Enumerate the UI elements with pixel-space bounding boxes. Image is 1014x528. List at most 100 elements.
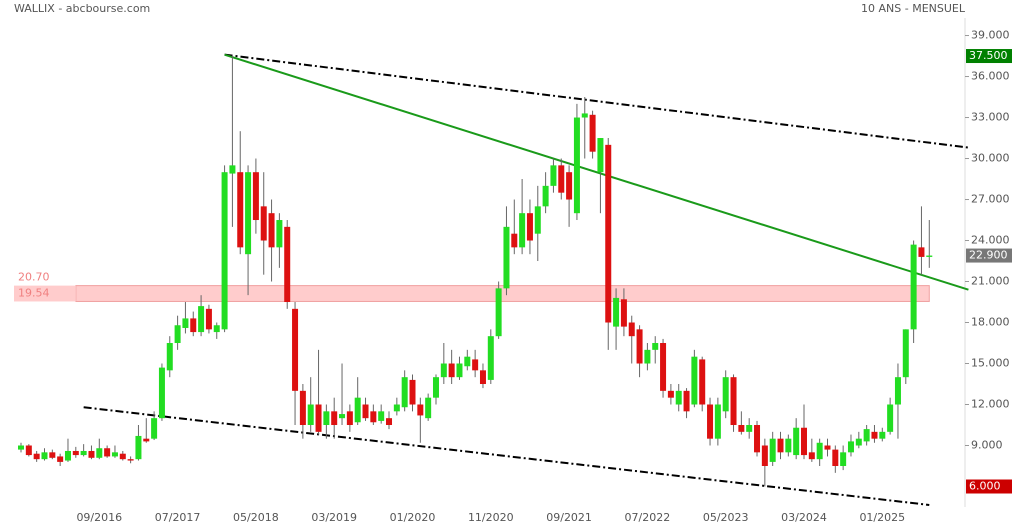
candle-body: [761, 445, 768, 467]
candle-body: [495, 288, 502, 337]
candle-body: [143, 438, 150, 442]
candle-body: [158, 367, 165, 419]
candle-body: [519, 213, 526, 248]
chart-title: WALLIX - abcbourse.com: [14, 2, 150, 15]
candle-body: [378, 411, 385, 421]
candle-body: [190, 318, 197, 333]
candle-body: [707, 404, 714, 439]
candle-body: [472, 359, 479, 371]
candle-body: [652, 343, 659, 350]
candle-body: [550, 165, 557, 186]
candle-body: [111, 452, 118, 457]
candle-body: [323, 411, 330, 426]
candle-body: [754, 425, 761, 453]
candle-body: [683, 390, 690, 412]
candle-body: [409, 379, 416, 405]
candle-body: [221, 172, 228, 330]
price-marker-label: 22.900: [969, 249, 1008, 262]
x-tick-label: 11/2020: [468, 511, 514, 524]
y-tick-label: 12.000: [971, 398, 1010, 411]
candle-body: [276, 220, 283, 248]
candle-body: [464, 356, 471, 367]
candle-body: [393, 404, 400, 412]
candle-body: [205, 308, 212, 330]
candle-body: [49, 452, 56, 458]
x-tick-label: 07/2017: [155, 511, 201, 524]
candle-body: [25, 445, 32, 456]
candle-body: [691, 356, 698, 405]
candle-body: [425, 397, 432, 419]
y-tick-label: 27.000: [971, 193, 1010, 206]
candle-body: [628, 322, 635, 337]
trendline: [224, 53, 969, 291]
candle-body: [542, 185, 549, 207]
price-marker: [966, 248, 1012, 263]
candle-body: [260, 206, 267, 241]
candle-body: [894, 377, 901, 405]
candle-body: [182, 318, 189, 328]
chart-subtitle: 10 ANS - MENSUEL: [861, 2, 966, 15]
candle-body: [910, 244, 917, 330]
candle-body: [714, 404, 721, 439]
candle-body: [268, 213, 275, 248]
zone-bottom-label: 19.54: [18, 287, 50, 300]
candle-body: [127, 459, 134, 461]
candle-body: [785, 438, 792, 453]
candle-body: [33, 453, 40, 460]
candle-body: [526, 213, 533, 241]
y-tick-label: 15.000: [971, 357, 1010, 370]
zone-top-label: 20.70: [18, 271, 50, 284]
price-marker: [966, 49, 1012, 64]
candle-body: [879, 431, 886, 439]
candle-body: [339, 414, 346, 419]
candle-body: [589, 114, 596, 152]
candle-body: [229, 165, 236, 174]
price-marker-label: 6.000: [969, 480, 1001, 493]
x-tick-label: 03/2024: [781, 511, 827, 524]
x-tick-label: 05/2018: [233, 511, 279, 524]
candle-body: [573, 117, 580, 214]
candle-body: [119, 453, 126, 460]
candle-body: [18, 445, 24, 450]
candle-body: [96, 448, 103, 458]
candle-body: [299, 390, 306, 426]
candle-body: [613, 297, 620, 327]
candle-body: [863, 429, 870, 442]
candle-body: [667, 390, 674, 398]
candle-body: [401, 377, 408, 408]
candle-body: [769, 438, 776, 462]
candle-body: [918, 247, 925, 257]
x-tick-label: 09/2016: [76, 511, 122, 524]
candle-body: [581, 113, 588, 118]
candle-body: [832, 449, 839, 467]
x-tick-label: 01/2020: [390, 511, 436, 524]
candle-body: [72, 450, 79, 456]
zone-label-box: [14, 285, 76, 302]
candle-body: [730, 377, 737, 426]
candle-body: [487, 336, 494, 380]
candle-body: [41, 452, 48, 460]
y-tick-label: 21.000: [971, 275, 1010, 288]
candle-body: [801, 427, 807, 456]
candle-body: [855, 438, 862, 446]
candle-body: [566, 172, 573, 200]
candle-body: [902, 329, 909, 378]
candle-body: [307, 404, 314, 426]
candle-body: [605, 144, 612, 323]
candle-body: [534, 206, 541, 234]
candle-body: [808, 452, 815, 460]
price-marker-label: 37.500: [969, 49, 1008, 62]
candle-body: [926, 255, 933, 257]
y-tick-label: 9.000: [971, 439, 1003, 452]
price-marker: [966, 479, 1012, 494]
candle-body: [354, 397, 361, 423]
candle-body: [847, 441, 854, 453]
candle-body: [479, 370, 486, 385]
candle-body: [448, 363, 455, 378]
candle-body: [252, 172, 259, 221]
candle-body: [432, 377, 439, 398]
candle-body: [660, 343, 667, 391]
candle-body: [213, 325, 220, 333]
candle-body: [331, 411, 338, 426]
